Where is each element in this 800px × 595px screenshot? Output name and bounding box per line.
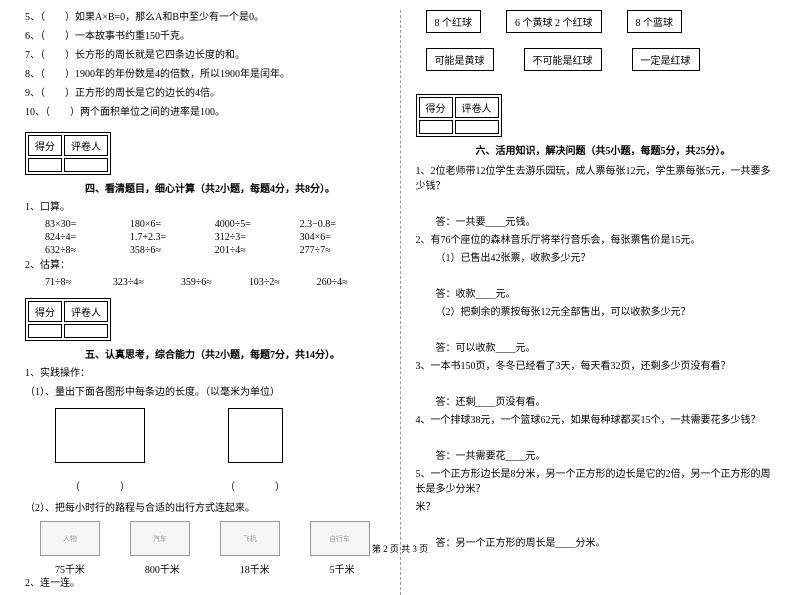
question-9: 9、（ ）正方形的周长是它的边长的4倍。 bbox=[25, 86, 385, 101]
score-label: 得分 bbox=[419, 97, 453, 118]
ball-box: 8 个红球 bbox=[426, 10, 482, 33]
grader-label: 评卷人 bbox=[64, 135, 108, 156]
ball-box: 不可能是红球 bbox=[524, 48, 602, 71]
score-label: 得分 bbox=[28, 301, 62, 322]
calc-row-1: 83×30=180×6=4000÷5=2.3−0.8= bbox=[45, 219, 385, 230]
practice-2: （2）、把每小时行的路程与合适的出行方式连起来。 bbox=[25, 501, 385, 516]
practice-heading: 1、实践操作： bbox=[25, 366, 385, 381]
paren-1: （ ） bbox=[55, 478, 145, 493]
problem-2: 2、有76个座位的森林音乐厅将举行音乐会，每张票售价是15元。 bbox=[416, 231, 776, 246]
paren-2: （ ） bbox=[225, 478, 285, 493]
distance-row: 75千米800千米18千米5千米 bbox=[25, 561, 385, 576]
section-5-title: 五、认真思考，综合能力（共2小题，每题7分，共14分）。 bbox=[25, 346, 385, 361]
answer-3: 答：还剩____页没有看。 bbox=[436, 393, 776, 408]
question-7: 7、（ ）长方形的周长就是它四条边长度的和。 bbox=[25, 48, 385, 63]
grader-label: 评卷人 bbox=[64, 301, 108, 322]
problem-5-cont: 米？ bbox=[416, 498, 776, 513]
problem-5: 5、一个正方形边长是8分米，另一个正方形的边长是它的2倍，另一个正方形的周长是多… bbox=[416, 465, 776, 495]
ball-box: 8 个蓝球 bbox=[627, 10, 683, 33]
ball-row-2: 可能是黄球 不可能是红球 一定是红球 bbox=[426, 48, 776, 71]
score-box-4: 得分评卷人 bbox=[25, 132, 111, 175]
practice-1: （1）、量出下面各图形中每条边的长度。（以毫米为单位） bbox=[25, 385, 385, 400]
measure-rect-1 bbox=[55, 408, 145, 463]
question-6: 6、（ ）一本故事书约重150千克。 bbox=[25, 29, 385, 44]
problem-4: 4、一个排球38元，一个篮球62元，如果每种球都买15个，一共需要花多少钱？ bbox=[416, 411, 776, 426]
calc-row-2: 824÷4=1.7+2.3=312÷3=304×6= bbox=[45, 232, 385, 243]
answer-1: 答：一共要____元钱。 bbox=[436, 213, 776, 228]
problem-1: 1、2位老师带12位学生去游乐园玩，成人票每张12元，学生票每张5元，一共要多少… bbox=[416, 162, 776, 192]
problem-2a: （1）已售出42张票，收款多少元？ bbox=[436, 249, 776, 264]
score-label: 得分 bbox=[28, 135, 62, 156]
answer-2b: 答：可以收款____元。 bbox=[436, 339, 776, 354]
problem-2b: （2）把剩余的票按每张12元全部售出，可以收款多少元？ bbox=[436, 303, 776, 318]
answer-4: 答：一共需要花____元。 bbox=[436, 447, 776, 462]
calc-row-3: 632÷8≈358÷6≈201÷4≈277÷7≈ bbox=[45, 245, 385, 256]
page-footer: 第 2 页 共 3 页 bbox=[0, 542, 800, 555]
ball-box: 6 个黄球 2 个红球 bbox=[506, 10, 602, 33]
question-8: 8、（ ）1900年的年份数是4的倍数，所以1900年是闰年。 bbox=[25, 67, 385, 82]
section-6-title: 六、活用知识，解决问题（共5小题，每题5分，共25分）。 bbox=[416, 142, 776, 157]
problem-3: 3、一本书150页，冬冬已经看了3天，每天看32页，还剩多少页没有看？ bbox=[416, 357, 776, 372]
est-row: 71÷8≈323÷4≈359÷6≈103÷2≈260÷4≈ bbox=[45, 277, 385, 288]
ball-box: 可能是黄球 bbox=[426, 48, 494, 71]
measure-rect-2 bbox=[228, 408, 283, 463]
column-divider bbox=[400, 10, 401, 595]
calc-heading-2: 2、估算： bbox=[25, 258, 385, 273]
score-box-5: 得分评卷人 bbox=[25, 298, 111, 341]
ball-box: 一定是红球 bbox=[632, 48, 700, 71]
question-10: 10、（ ）两个面积单位之间的进率是100。 bbox=[25, 105, 385, 120]
section-4-title: 四、看清题目，细心计算（共2小题，每题4分，共8分）。 bbox=[25, 180, 385, 195]
question-5: 5、（ ）如果A×B=0，那么A和B中至少有一个是0。 bbox=[25, 10, 385, 25]
calc-heading-1: 1、口算。 bbox=[25, 200, 385, 215]
match-heading: 2、连一连。 bbox=[25, 576, 385, 591]
answer-2a: 答：收款____元。 bbox=[436, 285, 776, 300]
score-box-6: 得分评卷人 bbox=[416, 94, 502, 137]
grader-label: 评卷人 bbox=[455, 97, 499, 118]
ball-row-1: 8 个红球 6 个黄球 2 个红球 8 个蓝球 bbox=[426, 10, 776, 33]
